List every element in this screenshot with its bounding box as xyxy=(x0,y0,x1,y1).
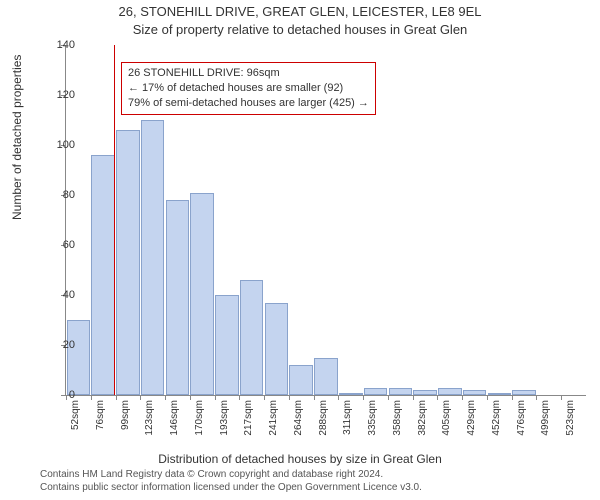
y-tick-label: 100 xyxy=(45,139,75,151)
histogram-bar xyxy=(389,388,413,396)
x-tick-mark xyxy=(388,395,389,400)
y-tick-label: 0 xyxy=(45,389,75,401)
x-tick-mark xyxy=(413,395,414,400)
x-tick-mark xyxy=(314,395,315,400)
histogram-bar xyxy=(289,365,313,395)
x-tick-mark xyxy=(165,395,166,400)
x-tick-label: 170sqm xyxy=(194,400,205,436)
histogram-bar xyxy=(463,390,487,395)
y-tick-label: 120 xyxy=(45,89,75,101)
y-tick-label: 20 xyxy=(45,339,75,351)
x-tick-label: 123sqm xyxy=(144,400,155,436)
annotation-box: 26 STONEHILL DRIVE: 96sqm← 17% of detach… xyxy=(121,62,376,115)
y-tick-label: 60 xyxy=(45,239,75,251)
x-tick-mark xyxy=(140,395,141,400)
histogram-bar xyxy=(215,295,239,395)
x-axis-label: Distribution of detached houses by size … xyxy=(0,452,600,466)
y-tick-label: 80 xyxy=(45,189,75,201)
x-tick-mark xyxy=(512,395,513,400)
annotation-line: 26 STONEHILL DRIVE: 96sqm xyxy=(128,66,369,81)
plot-region: 52sqm76sqm99sqm123sqm146sqm170sqm193sqm2… xyxy=(65,45,586,396)
chart-area: 52sqm76sqm99sqm123sqm146sqm170sqm193sqm2… xyxy=(65,45,585,395)
x-tick-label: 241sqm xyxy=(268,400,279,436)
annotation-line: 79% of semi-detached houses are larger (… xyxy=(128,96,369,111)
x-tick-mark xyxy=(536,395,537,400)
x-tick-label: 76sqm xyxy=(95,400,106,430)
x-tick-label: 311sqm xyxy=(342,400,353,435)
x-tick-label: 52sqm xyxy=(70,400,81,430)
x-tick-mark xyxy=(190,395,191,400)
histogram-bar xyxy=(488,393,512,396)
histogram-bar xyxy=(413,390,437,395)
x-tick-mark xyxy=(363,395,364,400)
x-tick-label: 476sqm xyxy=(516,400,527,436)
histogram-bar xyxy=(141,120,165,395)
histogram-bar xyxy=(339,393,363,396)
histogram-bar xyxy=(190,193,214,396)
histogram-bar xyxy=(166,200,190,395)
histogram-bar xyxy=(91,155,115,395)
x-tick-label: 523sqm xyxy=(565,400,576,436)
chart-title-line2: Size of property relative to detached ho… xyxy=(0,22,600,37)
reference-line xyxy=(114,45,115,395)
y-tick-label: 40 xyxy=(45,289,75,301)
x-tick-mark xyxy=(289,395,290,400)
histogram-bar xyxy=(364,388,388,396)
x-tick-label: 335sqm xyxy=(367,400,378,436)
histogram-bar xyxy=(512,390,536,395)
x-tick-label: 358sqm xyxy=(392,400,403,436)
histogram-bar xyxy=(116,130,140,395)
y-tick-label: 140 xyxy=(45,39,75,51)
histogram-bar xyxy=(240,280,264,395)
x-tick-label: 405sqm xyxy=(441,400,452,436)
x-tick-label: 288sqm xyxy=(318,400,329,436)
x-tick-label: 429sqm xyxy=(466,400,477,436)
annotation-line: ← 17% of detached houses are smaller (92… xyxy=(128,81,369,96)
x-tick-mark xyxy=(264,395,265,400)
footer-line2: Contains public sector information licen… xyxy=(40,481,422,494)
x-tick-mark xyxy=(561,395,562,400)
x-tick-label: 217sqm xyxy=(243,400,254,436)
x-tick-label: 382sqm xyxy=(417,400,428,436)
histogram-bar xyxy=(67,320,91,395)
x-tick-label: 452sqm xyxy=(491,400,502,436)
x-tick-label: 146sqm xyxy=(169,400,180,436)
x-tick-mark xyxy=(116,395,117,400)
chart-title-line1: 26, STONEHILL DRIVE, GREAT GLEN, LEICEST… xyxy=(0,4,600,19)
footer-attribution: Contains HM Land Registry data © Crown c… xyxy=(40,468,422,494)
x-tick-mark xyxy=(91,395,92,400)
x-tick-label: 193sqm xyxy=(219,400,230,436)
x-tick-label: 499sqm xyxy=(540,400,551,436)
x-tick-mark xyxy=(437,395,438,400)
histogram-bar xyxy=(314,358,338,396)
histogram-bar xyxy=(265,303,289,396)
chart-container: 26, STONEHILL DRIVE, GREAT GLEN, LEICEST… xyxy=(0,0,600,500)
histogram-bar xyxy=(438,388,462,396)
footer-line1: Contains HM Land Registry data © Crown c… xyxy=(40,468,422,481)
x-tick-mark xyxy=(239,395,240,400)
x-tick-mark xyxy=(462,395,463,400)
x-tick-mark xyxy=(338,395,339,400)
x-tick-label: 99sqm xyxy=(120,400,131,430)
y-axis-label: Number of detached properties xyxy=(10,55,24,220)
x-tick-mark xyxy=(215,395,216,400)
x-tick-mark xyxy=(487,395,488,400)
x-tick-label: 264sqm xyxy=(293,400,304,436)
